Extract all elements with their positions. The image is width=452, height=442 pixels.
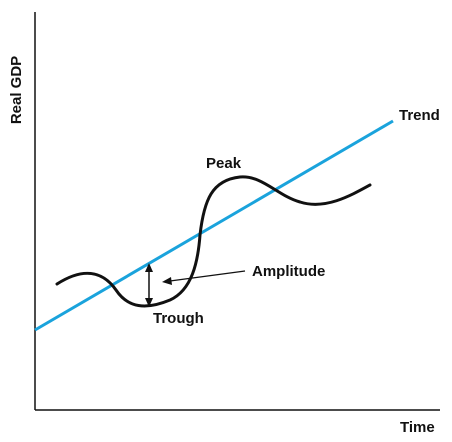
y-axis-label: Real GDP	[8, 56, 25, 124]
trend-line	[35, 121, 393, 330]
business-cycle-curve	[57, 177, 370, 306]
amplitude-pointer-arrow	[162, 271, 245, 285]
amplitude-double-arrow	[145, 263, 153, 307]
x-axis-label: Time	[400, 419, 435, 436]
amplitude-label: Amplitude	[252, 263, 325, 280]
peak-label: Peak	[206, 155, 242, 172]
trend-label: Trend	[399, 107, 440, 124]
trough-label: Trough	[153, 310, 204, 327]
